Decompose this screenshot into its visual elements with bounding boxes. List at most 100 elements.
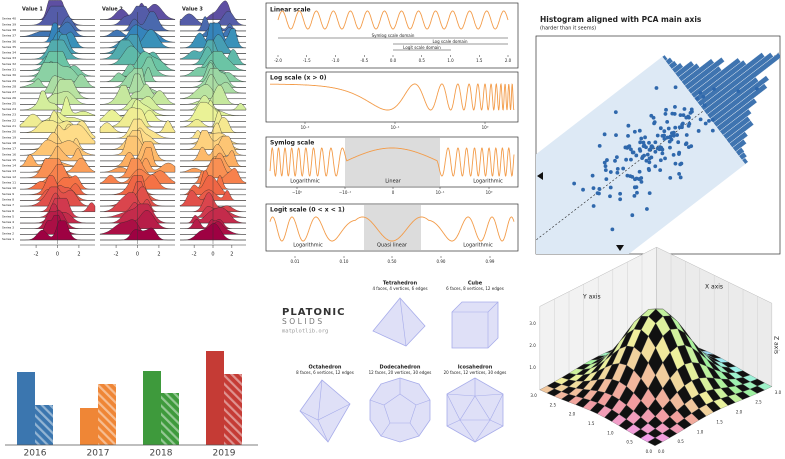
scatter-point (602, 160, 607, 165)
scatter-point (689, 107, 694, 112)
scatter-point (633, 185, 637, 190)
x-tick-label: 0 (56, 252, 59, 258)
domain-arrows (278, 37, 508, 51)
frame (265, 203, 519, 252)
solid-edge (369, 378, 431, 437)
hist-bar (735, 147, 745, 157)
x-tick-label: 2.0 (736, 410, 743, 415)
scatter-point (647, 147, 652, 152)
scatter-point (698, 117, 703, 122)
solid-info: 8 faces, 6 vertices, 12 edges (296, 370, 354, 375)
series-label: Series 24 (2, 107, 16, 111)
x-tick-label: 0.10 (340, 259, 349, 264)
domain-label: Logit scale domain (403, 45, 441, 50)
axis-marker (616, 245, 624, 251)
scatter-point (639, 176, 644, 180)
scatter-point (625, 173, 630, 178)
bar (35, 405, 53, 445)
scatter-point (662, 136, 667, 141)
scatter-point (597, 143, 602, 148)
scatter-point (695, 96, 699, 101)
column-title: Value 3 (182, 7, 203, 13)
x-tick-label: 10⁻¹ (391, 125, 400, 130)
series-label: Series 25 (2, 101, 16, 105)
x-tick-label: 0.90 (437, 259, 446, 264)
hist-bar (684, 57, 725, 91)
panel-title: Log scale (x > 0) (270, 75, 327, 82)
scatter-point (684, 133, 689, 137)
series-label: Series 30 (2, 73, 16, 77)
scatter-point (660, 151, 665, 156)
logo: matplotlib.org (282, 329, 328, 335)
panel-title: Linear scale (270, 7, 311, 14)
x-tick-label: 0.50 (388, 259, 397, 264)
scatter-point (615, 170, 620, 175)
pca-plot (536, 51, 780, 254)
scatter-point (660, 147, 665, 152)
series-label: Series 35 (2, 45, 16, 49)
scatter-point (628, 174, 633, 179)
series-label: Series 40 (2, 17, 16, 21)
series-label: Series 7 (2, 203, 14, 207)
scatter-point (631, 150, 636, 155)
scatter-point (662, 129, 667, 134)
x-tick-label: 10⁰ (486, 190, 493, 195)
scatter-point (641, 140, 646, 145)
scatter-point (635, 190, 639, 195)
scatter-point (603, 164, 608, 169)
x-tick-label: 1.0 (697, 429, 704, 434)
series-label: Series 26 (2, 96, 16, 100)
scatter-point (647, 156, 652, 161)
series-label: Series 38 (2, 28, 16, 32)
scatter-point (618, 197, 623, 202)
series-label: Series 31 (2, 68, 16, 72)
solid-info: 4 faces, 4 vertices, 6 edges (372, 286, 427, 291)
scatter-point (615, 166, 620, 171)
scatter-point (696, 129, 701, 133)
scatter-point (663, 112, 668, 116)
bar (80, 408, 98, 445)
solid-edge (399, 297, 407, 347)
scatter-point (676, 140, 681, 145)
scale-frames (265, 2, 519, 252)
scatter-point (629, 157, 633, 162)
z-tick-label: 2.0 (529, 343, 536, 348)
axis-label: X axis (705, 284, 723, 291)
axis-label: Z axis (773, 336, 780, 354)
series-label: Series 11 (2, 181, 16, 185)
y-tick-label: 0.5 (626, 440, 633, 445)
scatter-point (658, 126, 663, 131)
x-tick-label: 1.0 (447, 58, 454, 63)
region-label: Logarithmic (473, 179, 503, 185)
scatter-point (634, 153, 639, 158)
scatter-point (658, 158, 663, 163)
scatter-point (647, 140, 651, 145)
scatter-point (638, 140, 643, 145)
region-label: Logarithmic (290, 179, 320, 185)
scatter-point (671, 133, 676, 138)
scatter-point (597, 187, 602, 191)
scatter-point (646, 167, 651, 171)
panel-title: Symlog scale (270, 140, 314, 147)
series-label: Series 9 (2, 192, 14, 196)
series-label: Series 10 (2, 186, 16, 190)
solid-info: 6 faces, 8 vertices, 12 edges (446, 286, 504, 291)
scale-curve (270, 82, 515, 111)
solid-name: Octahedron (309, 365, 342, 371)
series-label: Series 2 (2, 231, 14, 235)
solid-shape (299, 379, 351, 443)
scatter-point (668, 176, 673, 180)
x-tick-label: 2018 (150, 449, 173, 459)
x-tick-label: 1.5 (716, 419, 723, 424)
scatter-point (754, 86, 759, 91)
x-tick-label: −10⁻¹ (339, 190, 352, 195)
series-label: Series 8 (2, 197, 14, 201)
x-tick-label: 2 (77, 252, 80, 258)
scatter-point (603, 168, 608, 172)
scatter-point (687, 115, 691, 120)
scatter-point (671, 130, 676, 135)
x-tick-label: 10⁰ (482, 125, 489, 130)
scatter-point (673, 125, 678, 130)
scatter-point (654, 86, 659, 90)
scatter-point (624, 157, 629, 162)
